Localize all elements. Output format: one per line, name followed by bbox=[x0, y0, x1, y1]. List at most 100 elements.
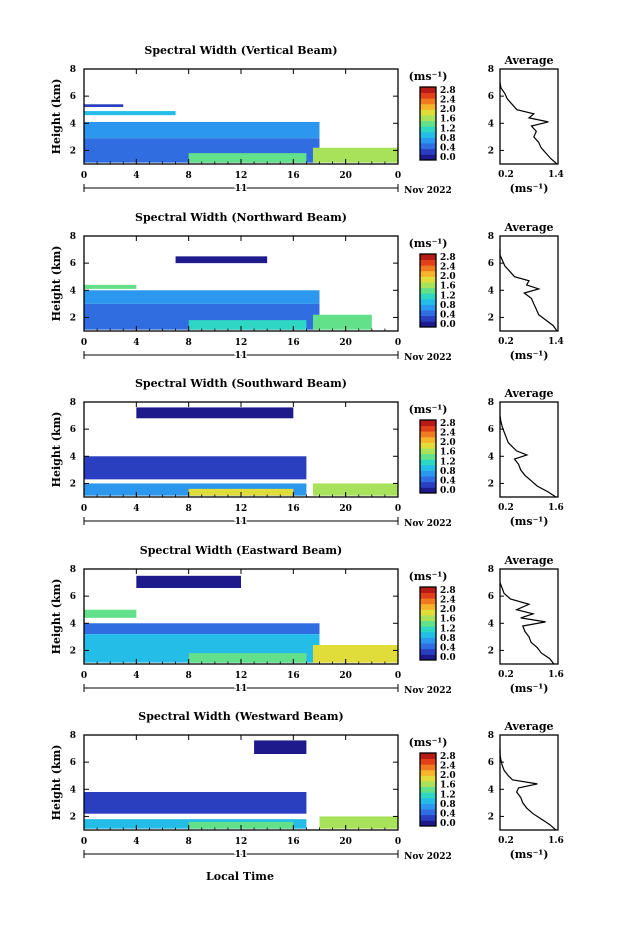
y-tick-label: 8 bbox=[70, 65, 76, 75]
x-tick-label: 4 bbox=[133, 671, 139, 681]
y-tick-label: 8 bbox=[70, 398, 76, 408]
x-tick-label: 16 bbox=[287, 837, 300, 847]
colorbar-tick-label: 1.2 bbox=[440, 124, 456, 134]
colorbar-frame bbox=[419, 419, 437, 494]
average-profile-line bbox=[499, 415, 557, 498]
colorbar-cell bbox=[420, 293, 436, 300]
y-tick-label: 4 bbox=[70, 286, 76, 296]
average-y-tick-label: 2 bbox=[488, 146, 494, 156]
colorbar-cell bbox=[420, 481, 436, 488]
colorbar-cell bbox=[420, 92, 436, 99]
colorbar-tick-label: 1.2 bbox=[440, 790, 456, 800]
colorbar-cell bbox=[420, 298, 436, 305]
colorbar-tick-label: 0.4 bbox=[440, 643, 456, 653]
average-x-label: (ms⁻¹) bbox=[510, 515, 549, 528]
colorbar-cell bbox=[420, 442, 436, 449]
x-tick-label: 16 bbox=[287, 671, 300, 681]
colorbar-tick-label: 0.0 bbox=[440, 153, 456, 163]
panel-title: Spectral Width (Westward Beam) bbox=[138, 710, 343, 723]
y-tick-label: 8 bbox=[70, 731, 76, 741]
average-x-label: (ms⁻¹) bbox=[510, 182, 549, 195]
colorbar-cell bbox=[420, 321, 436, 328]
colorbar-tick-label: 2.0 bbox=[440, 105, 456, 115]
y-tick-label: 4 bbox=[70, 119, 76, 129]
colorbar-cell bbox=[420, 792, 436, 799]
colorbar-tick-label: 0.0 bbox=[440, 653, 456, 663]
average-frame bbox=[499, 235, 559, 332]
average-x-tick-label: 1.6 bbox=[548, 836, 564, 846]
colorbar-tick-label: 0.0 bbox=[440, 320, 456, 330]
y-tick-label: 4 bbox=[70, 619, 76, 629]
panel-2: Spectral Width (Northward Beam)0 4 8 12 16 20… bbox=[50, 211, 564, 363]
average-title: Average bbox=[503, 54, 553, 67]
colorbar-cell bbox=[420, 476, 436, 483]
average-y-tick-label: 4 bbox=[488, 619, 494, 629]
colorbar-cell bbox=[420, 282, 436, 289]
x-tick-label: 8 bbox=[186, 171, 192, 181]
colorbar-tick-label: 1.2 bbox=[440, 624, 456, 634]
average-y-tick-label: 4 bbox=[488, 452, 494, 462]
x-tick-label: 0 bbox=[81, 671, 87, 681]
colorbar-cell bbox=[420, 310, 436, 317]
x-tick-label: 16 bbox=[287, 504, 300, 514]
colorbar-tick-label: 2.8 bbox=[440, 86, 456, 96]
plot-frame bbox=[83, 734, 399, 831]
average-y-tick-label: 6 bbox=[488, 92, 494, 102]
colorbar-cell bbox=[420, 592, 436, 599]
average-y-tick-label: 8 bbox=[488, 232, 494, 242]
x-tick-label: 0 bbox=[395, 171, 401, 181]
colorbar-tick-label: 1.6 bbox=[440, 115, 456, 125]
y-tick-label: 4 bbox=[70, 785, 76, 795]
colorbar-tick-label: 0.0 bbox=[440, 819, 456, 829]
colorbar-unit: (ms⁻¹) bbox=[409, 403, 448, 416]
colorbar-tick-label: 2.4 bbox=[440, 596, 456, 606]
y-tick-label: 2 bbox=[70, 146, 76, 156]
average-x-tick-label: 0.2 bbox=[498, 836, 514, 846]
colorbar-cell bbox=[420, 148, 436, 155]
colorbar-tick-label: 2.4 bbox=[440, 762, 456, 772]
x-tick-label: 0 bbox=[81, 338, 87, 348]
x-tick-label: 16 bbox=[287, 171, 300, 181]
date-label: 11 bbox=[235, 184, 248, 194]
average-x-tick-label: 1.6 bbox=[548, 503, 564, 513]
colorbar-unit: (ms⁻¹) bbox=[409, 70, 448, 83]
heatmap-cell bbox=[312, 147, 398, 163]
x-tick-label: 0 bbox=[395, 671, 401, 681]
colorbar-cell bbox=[420, 120, 436, 127]
average-y-tick-label: 8 bbox=[488, 398, 494, 408]
heatmap-cell bbox=[84, 111, 176, 116]
x-tick-label: 0 bbox=[395, 837, 401, 847]
colorbar-cell bbox=[420, 126, 436, 133]
colorbar-cell bbox=[420, 487, 436, 494]
average-y-tick-label: 6 bbox=[488, 259, 494, 269]
y-tick-label: 8 bbox=[70, 232, 76, 242]
colorbar-cell bbox=[420, 753, 436, 760]
average-profile-line bbox=[499, 249, 558, 332]
x-tick-label: 20 bbox=[339, 504, 352, 514]
x-tick-label: 8 bbox=[186, 338, 192, 348]
colorbar-cell bbox=[420, 103, 436, 110]
average-y-tick-label: 6 bbox=[488, 425, 494, 435]
colorbar-cell bbox=[420, 448, 436, 455]
x-tick-label: 12 bbox=[235, 171, 248, 181]
heatmap-cell bbox=[136, 407, 294, 419]
colorbar-tick-label: 0.0 bbox=[440, 486, 456, 496]
month-label: Nov 2022 bbox=[404, 686, 452, 696]
x-tick-label: 8 bbox=[186, 504, 192, 514]
colorbar-tick-label: 2.0 bbox=[440, 771, 456, 781]
panel-title: Spectral Width (Eastward Beam) bbox=[140, 544, 342, 557]
x-tick-label: 4 bbox=[133, 171, 139, 181]
colorbar-cell bbox=[420, 436, 436, 443]
average-frame bbox=[499, 401, 559, 498]
colorbar-tick-label: 0.8 bbox=[440, 467, 456, 477]
colorbar-cell bbox=[420, 315, 436, 322]
colorbar-cell bbox=[420, 814, 436, 821]
average-title: Average bbox=[503, 554, 553, 567]
colorbar-cell bbox=[420, 803, 436, 810]
colorbar-cell bbox=[420, 464, 436, 471]
colorbar-cell bbox=[420, 143, 436, 150]
colorbar-tick-label: 0.4 bbox=[440, 143, 456, 153]
y-tick-label: 2 bbox=[70, 479, 76, 489]
colorbar-cell bbox=[420, 781, 436, 788]
